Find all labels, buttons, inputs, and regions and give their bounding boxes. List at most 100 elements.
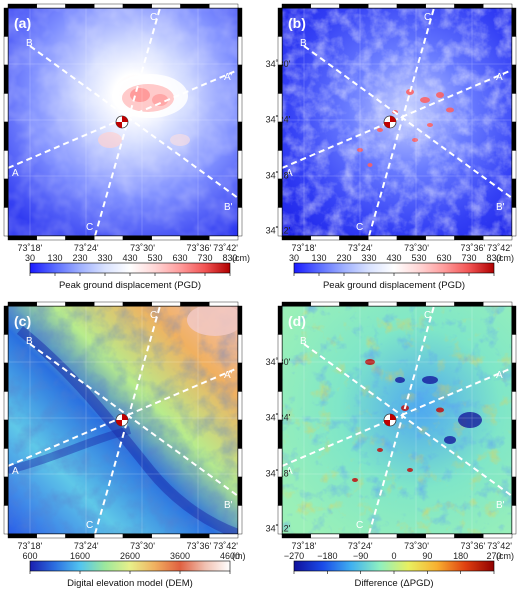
frame-bar-left	[3, 476, 9, 506]
frame-bar-right	[511, 505, 517, 535]
frame-bar-top	[425, 301, 455, 307]
frame-bar-left	[277, 419, 283, 449]
line-label-c: C	[86, 222, 93, 233]
frame-bar-left	[3, 64, 9, 94]
frame-bar-bottom	[454, 533, 484, 539]
frame-bar-left	[3, 505, 9, 535]
colorbar-tick-label: 430	[122, 253, 137, 263]
frame-bar-right	[511, 207, 517, 237]
frame-bar-right	[237, 419, 243, 449]
frame-bar-top	[180, 301, 210, 307]
frame-bar-bottom	[483, 533, 513, 539]
frame-bar-right	[511, 178, 517, 208]
colorbar-tick-label: 2600	[120, 551, 140, 561]
x-tick-label: 73˚42'	[213, 243, 238, 253]
frame-bar-left	[277, 448, 283, 478]
frame-bar-top	[339, 3, 369, 9]
frame-bar-right	[237, 64, 243, 94]
frame-bar-right	[511, 36, 517, 66]
epicenter-icon	[383, 413, 397, 427]
frame-bar-top	[36, 3, 66, 9]
frame-bar-right	[511, 150, 517, 180]
frame-bar-bottom	[7, 235, 37, 241]
colorbar-tick-label: 830	[222, 253, 237, 263]
colorbar-tick-label: −270	[284, 551, 304, 561]
colorbar-tick-label: 270	[486, 551, 501, 561]
line-label-a2: A'	[496, 72, 505, 83]
frame-bar-right	[511, 64, 517, 94]
frame-bar-bottom	[368, 235, 398, 241]
colorbar-tick-label: 180	[453, 551, 468, 561]
frame-bar-top	[281, 3, 311, 9]
frame-bar-right	[237, 36, 243, 66]
colorbar-title: Difference (ΔPGD)	[354, 578, 433, 589]
colorbars-layer: 30 130 230 330 430 530 630 730 830(cm)Peak groun…	[22, 253, 514, 589]
frame-bar-top	[94, 301, 124, 307]
frame-bar-left	[277, 334, 283, 364]
frame-bar-left	[3, 121, 9, 151]
panel-a-label: (a)	[14, 15, 31, 31]
profile-lines-b	[282, 8, 512, 236]
frame-bar-top	[281, 301, 311, 307]
frame-bar-top	[483, 301, 513, 307]
frame-bar-left	[277, 93, 283, 123]
frame-bar-left	[3, 36, 9, 66]
frame-bar-right	[511, 7, 517, 37]
frame-bar-left	[3, 305, 9, 335]
frame-bar-top	[36, 301, 66, 307]
colorbar-unit: (m)	[232, 551, 246, 561]
x-tick-label: 73˚36'	[461, 541, 486, 551]
colorbar-unit: (cm)	[496, 551, 514, 561]
colorbar-tick-label: 830	[486, 253, 501, 263]
frame-bar-top	[368, 3, 398, 9]
colorbar-tick-label: 730	[461, 253, 476, 263]
frame-bar-bottom	[7, 533, 37, 539]
colorbar-tick-label: 30	[25, 253, 35, 263]
frame-bar-top	[7, 301, 37, 307]
frame-bar-top	[151, 3, 181, 9]
frame-bar-bottom	[310, 533, 340, 539]
colorbar-tick-label: 4600	[220, 551, 240, 561]
frame-bar-left	[3, 93, 9, 123]
colorbar-tick-label: 130	[47, 253, 62, 263]
x-tick-label: 73˚24'	[348, 541, 373, 551]
frame-bar-right	[237, 505, 243, 535]
frame-bar-left	[277, 178, 283, 208]
frame-bar-bottom	[368, 533, 398, 539]
colorbar-b	[293, 262, 495, 274]
panel-c-map	[8, 306, 238, 534]
colorbar-tick-label: 230	[72, 253, 87, 263]
frame-bar-left	[277, 305, 283, 335]
line-label-c2: C'	[424, 310, 433, 321]
frame-bar-left	[277, 362, 283, 392]
colorbar-d	[293, 560, 495, 572]
frame-bar-top	[396, 301, 426, 307]
colorbar-unit: (cm)	[496, 253, 514, 263]
frame-bar-left	[3, 207, 9, 237]
x-tick-label: 73˚36'	[461, 243, 486, 253]
frame-bar-right	[237, 121, 243, 151]
colorbar-tick-label: 730	[197, 253, 212, 263]
frame-bar-right	[237, 476, 243, 506]
frame-bar-right	[237, 334, 243, 364]
frame-bar-top	[425, 3, 455, 9]
colorbar-tick-label: 30	[289, 253, 299, 263]
frame-bar-left	[3, 150, 9, 180]
frame-bar-right	[237, 448, 243, 478]
colorbar-title: Digital elevation model (DEM)	[67, 578, 193, 589]
frame-bar-top	[122, 3, 152, 9]
x-tick-label: 73˚36'	[187, 541, 212, 551]
x-tick-label: 73˚24'	[348, 243, 373, 253]
frame-bar-bottom	[209, 533, 239, 539]
frame-bar-right	[511, 391, 517, 421]
panel-c-label: (c)	[14, 313, 31, 329]
frame-bar-left	[3, 334, 9, 364]
line-label-b: B	[26, 38, 33, 49]
panel-b-map	[282, 8, 512, 236]
colorbar-tick-label: 430	[386, 253, 401, 263]
frame-bar-top	[454, 3, 484, 9]
line-label-c: C	[356, 222, 363, 233]
frame-bar-right	[511, 121, 517, 151]
colorbar-tick-label: 230	[336, 253, 351, 263]
frame-bar-bottom	[180, 235, 210, 241]
